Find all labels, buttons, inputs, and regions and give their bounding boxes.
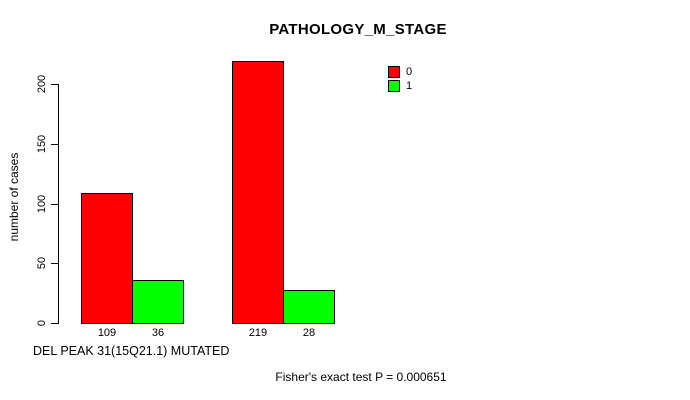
y-axis-tick — [51, 263, 58, 265]
fisher-test-annotation: Fisher's exact test P = 0.000651 — [275, 370, 447, 384]
bar-series-0 — [232, 61, 284, 324]
legend-label: 0 — [406, 66, 413, 78]
legend-label: 1 — [406, 80, 413, 92]
y-axis-tick — [51, 203, 58, 205]
bar-series-0 — [81, 192, 133, 324]
y-axis-line — [58, 84, 59, 324]
bar-value-label: 219 — [248, 327, 268, 339]
y-axis-tick-label-text: 0 — [36, 319, 48, 327]
bar-value-label: 36 — [151, 327, 165, 339]
bar-value-label: 28 — [302, 327, 316, 339]
legend-row-series-0: 0 — [388, 65, 412, 79]
x-axis-label: DEL PEAK 31(15Q21.1) MUTATED — [33, 344, 230, 358]
y-axis-tick — [51, 143, 58, 145]
y-axis-tick-label-text: 200 — [36, 74, 48, 94]
bar-series-1 — [132, 279, 184, 324]
legend-row-series-1: 1 — [388, 79, 412, 93]
y-axis-tick-label-text: 150 — [36, 134, 48, 153]
y-axis-title-text: number of cases — [7, 152, 21, 242]
legend-swatch-green — [388, 80, 400, 92]
bar-value-label: 109 — [97, 327, 117, 339]
y-axis-tick-label-text: 50 — [36, 257, 48, 270]
y-axis-tick — [51, 323, 58, 324]
chart-title: PATHOLOGY_M_STAGE — [269, 21, 447, 38]
y-axis-tick-label-text: 100 — [36, 194, 48, 213]
y-axis-tick — [51, 84, 58, 85]
legend: 0 1 — [388, 65, 412, 93]
legend-swatch-red — [388, 66, 400, 78]
bar-series-1 — [283, 289, 335, 324]
